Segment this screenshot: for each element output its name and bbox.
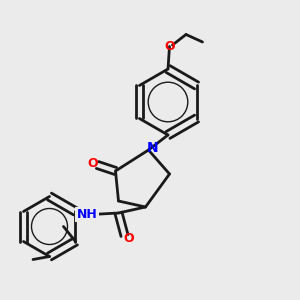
Text: NH: NH [76, 208, 98, 221]
Text: O: O [124, 232, 134, 245]
Text: O: O [164, 40, 175, 53]
Text: O: O [88, 157, 98, 170]
Text: N: N [147, 142, 159, 155]
